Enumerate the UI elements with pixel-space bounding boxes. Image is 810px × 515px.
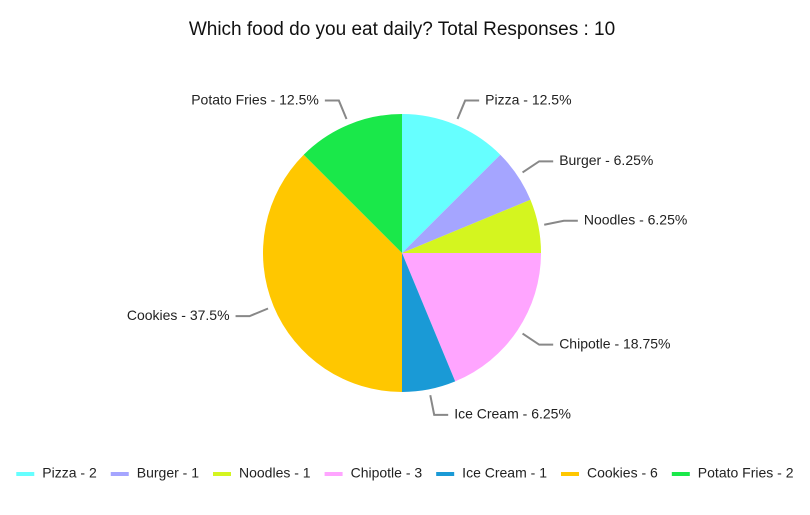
legend-label: Pizza - 2 [42,465,97,481]
legend-item: Burger - 1 [110,465,199,481]
pie-slice [402,253,456,392]
legend-item: Cookies - 6 [560,465,658,481]
pie-slice [402,253,541,382]
legend-item: Potato Fries - 2 [671,465,794,481]
label-connector [456,99,480,120]
legend-label: Ice Cream - 1 [462,465,547,481]
legend-item: Noodles - 1 [212,465,311,481]
label-connector [522,332,554,346]
pie-slice [402,114,501,253]
legend-label: Potato Fries - 2 [698,465,794,481]
pie-slice [402,154,531,253]
chart-title: Which food do you eat daily? Total Respo… [189,19,615,40]
legend-label: Burger - 1 [137,465,199,481]
label-connector [235,307,269,318]
label-connector [544,219,578,226]
data-label: Burger - 6.25% [559,152,653,168]
data-label: Cookies - 37.5% [127,307,230,323]
legend-item: Chipotle - 3 [324,465,423,481]
pie-slice [402,199,541,253]
legend-label: Chipotle - 3 [351,465,423,481]
legend-label: Cookies - 6 [587,465,658,481]
label-connector [324,99,348,120]
pie-slice [263,154,402,392]
data-label: Noodles - 6.25% [584,212,688,228]
data-label: Ice Cream - 6.25% [454,406,571,422]
pie-slice [303,114,402,253]
label-connector [429,395,449,416]
label-connector [522,160,554,174]
data-label: Pizza - 12.5% [485,91,571,107]
data-label: Chipotle - 18.75% [559,335,670,351]
data-label: Potato Fries - 12.5% [191,91,319,107]
legend: Pizza - 2 Burger - 1 Noodles - 1 Chipotle -… [16,465,794,481]
legend-item: Ice Cream - 1 [436,465,547,481]
legend-item: Pizza - 2 [16,465,97,481]
legend-label: Noodles - 1 [239,465,311,481]
